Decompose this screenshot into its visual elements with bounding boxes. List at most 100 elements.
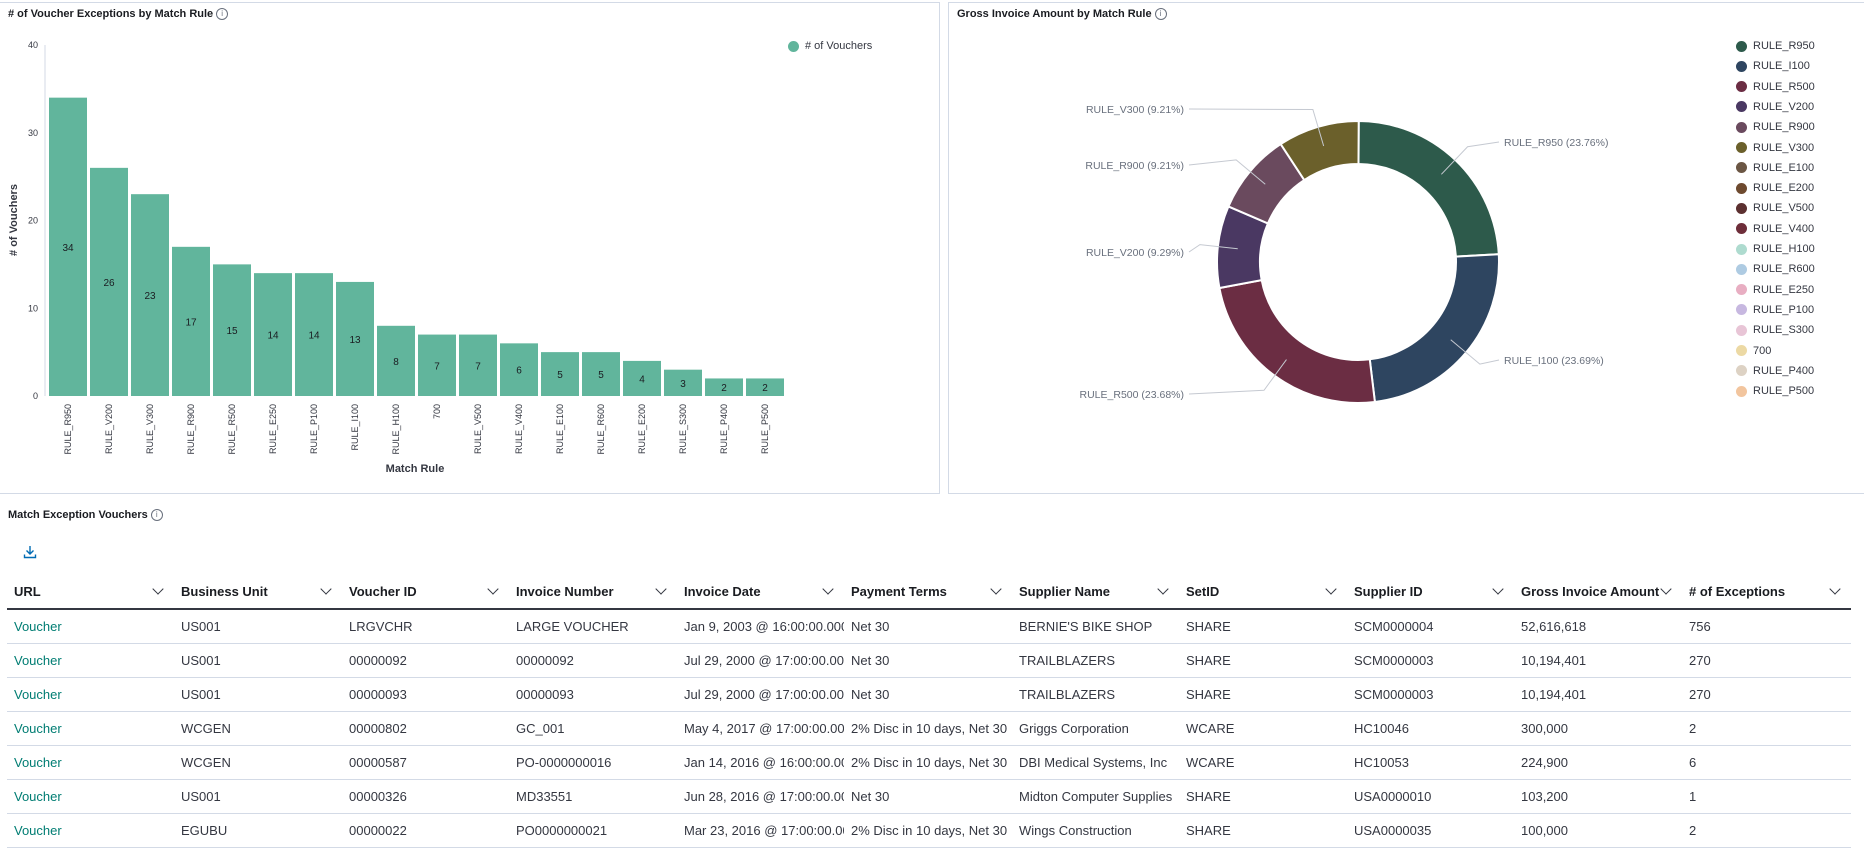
bar[interactable] [131,194,169,396]
bar[interactable] [295,273,333,396]
pie-legend-item[interactable]: 700 [1736,345,1771,357]
pie-legend-item[interactable]: RULE_E250 [1736,284,1814,296]
pie-legend-label: 700 [1753,344,1772,357]
table-cell: 00000092 [342,643,509,678]
chevron-down-icon[interactable] [822,583,834,595]
pie-legend-item[interactable]: RULE_R950 [1736,40,1815,52]
chevron-down-icon[interactable] [1157,583,1169,595]
pie-legend-item[interactable]: RULE_V300 [1736,142,1814,154]
bar[interactable] [705,378,743,396]
bar[interactable] [582,352,620,396]
pie-legend-item[interactable]: RULE_H100 [1736,243,1815,255]
table-cell: Midton Computer Supplies [1012,779,1179,814]
voucher-link[interactable]: Voucher [7,609,174,644]
legend-dot-icon [788,40,799,52]
legend-dot-icon [1736,142,1747,153]
donut-slice[interactable] [1279,120,1360,182]
pie-chart-title: Gross Invoice Amount by Match Rule [957,8,1152,20]
column-header[interactable]: Gross Invoice Amount [1514,574,1682,610]
table-row: Voucher US001 00000326 MD33551 Jun 28, 2016 … [7,779,1851,814]
pie-legend-item[interactable]: RULE_V400 [1736,223,1814,235]
voucher-link[interactable]: Voucher [7,711,174,746]
chevron-down-icon[interactable] [320,583,332,595]
info-icon[interactable]: i [1154,8,1167,21]
bar[interactable] [623,360,661,396]
voucher-link[interactable]: Voucher [7,779,174,814]
pie-legend-label: RULE_P500 [1753,385,1815,398]
info-icon[interactable]: i [150,509,163,522]
chevron-down-icon[interactable] [1660,583,1672,595]
bar[interactable] [541,352,579,396]
x-tick-label: RULE_E100 [555,404,565,454]
column-header[interactable]: Supplier Name [1012,574,1179,610]
column-header[interactable]: Supplier ID [1347,574,1514,610]
pie-legend-label: RULE_E100 [1753,161,1815,174]
table-row: Voucher WCGEN 00000587 PO-0000000016 Jan 14,… [7,745,1851,780]
chevron-down-icon[interactable] [487,583,499,595]
voucher-link[interactable]: Voucher [7,677,174,712]
voucher-link[interactable]: Voucher [7,745,174,780]
table-cell: US001 [174,779,342,814]
bar-value-label: 5 [598,370,604,381]
bar[interactable] [664,369,702,396]
bar[interactable] [336,281,374,396]
chevron-down-icon[interactable] [990,583,1002,595]
bar[interactable] [459,334,497,396]
bar[interactable] [377,325,415,396]
table-cell: 00000587 [342,745,509,780]
bar[interactable] [500,343,538,396]
bar[interactable] [49,97,87,397]
chevron-down-icon[interactable] [1325,583,1337,595]
bar-value-label: 4 [639,374,645,385]
table-cell: Net 30 [844,677,1012,712]
table-cell: SCM0000003 [1347,677,1514,712]
pie-legend-item[interactable]: RULE_R500 [1736,81,1815,93]
pie-legend-item[interactable]: RULE_V500 [1736,202,1814,214]
pie-legend-item[interactable]: RULE_P100 [1736,304,1814,316]
bar[interactable] [213,264,251,396]
download-icon[interactable] [23,545,37,559]
donut-slice[interactable] [1357,119,1500,258]
column-header-label: Gross Invoice Amount [1521,583,1660,599]
bar[interactable] [172,246,210,396]
bar[interactable] [254,273,292,396]
slice-label: RULE_V300 (9.21%) [1086,104,1184,116]
column-header[interactable]: URL [7,574,174,610]
pie-legend-item[interactable]: RULE_R900 [1736,121,1815,133]
info-icon[interactable]: i [216,8,229,21]
y-tick-label: 40 [28,40,38,50]
donut-slice[interactable] [1368,253,1500,404]
donut-slice[interactable] [1218,278,1377,404]
column-header[interactable]: SetID [1179,574,1347,610]
pie-legend-item[interactable]: RULE_P400 [1736,365,1814,377]
bar[interactable] [746,378,784,396]
chevron-down-icon[interactable] [655,583,667,595]
table-cell: LARGE VOUCHER [509,609,677,644]
column-header[interactable]: Invoice Date [677,574,844,610]
legend-dot-icon [1736,40,1747,52]
bar[interactable] [418,334,456,396]
column-header[interactable]: Payment Terms [844,574,1012,610]
pie-legend-item[interactable]: RULE_I100 [1736,60,1810,72]
voucher-link[interactable]: Voucher [7,643,174,678]
column-header[interactable]: Invoice Number [509,574,677,610]
pie-legend-item[interactable]: RULE_R600 [1736,263,1815,275]
pie-legend-item[interactable]: RULE_E200 [1736,182,1814,194]
bar-value-label: 17 [185,317,197,328]
pie-legend-item[interactable]: RULE_P500 [1736,385,1814,397]
chevron-down-icon[interactable] [1492,583,1504,595]
bar-legend-item[interactable]: # of Vouchers [788,40,872,52]
chevron-down-icon[interactable] [1829,583,1841,595]
pie-legend-item[interactable]: RULE_V200 [1736,101,1814,113]
column-header[interactable]: Voucher ID [342,574,509,610]
voucher-link[interactable]: Voucher [7,813,174,848]
x-tick-label: RULE_V300 [145,404,155,454]
column-header[interactable]: # of Exceptions [1682,574,1851,610]
bar[interactable] [90,167,128,396]
pie-legend-item[interactable]: RULE_S300 [1736,324,1814,336]
chevron-down-icon[interactable] [152,583,164,595]
column-header[interactable]: Business Unit [174,574,342,610]
table-cell: 100,000 [1514,813,1682,848]
table-cell: 270 [1682,677,1851,712]
pie-legend-item[interactable]: RULE_E100 [1736,162,1814,174]
